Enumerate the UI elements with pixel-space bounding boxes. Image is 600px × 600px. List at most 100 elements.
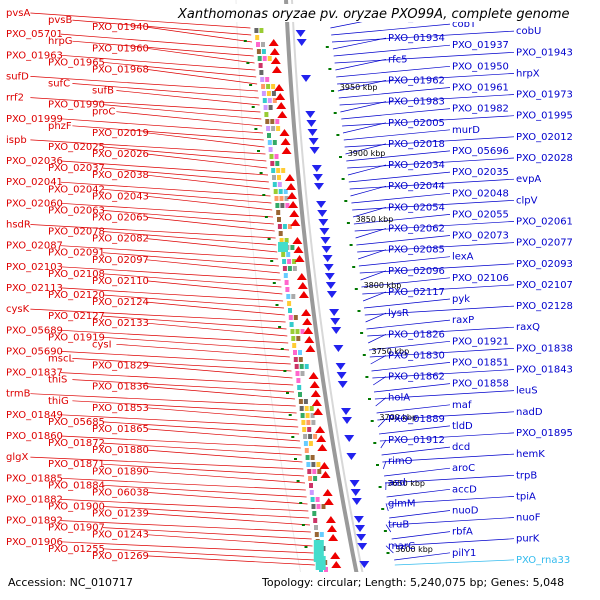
right-gene-label[interactable]: PXO_01983 [388, 97, 445, 108]
left-gene-label[interactable]: PXO_01853 [92, 403, 149, 414]
right-gene-label[interactable]: evpA [516, 174, 541, 185]
left-gene-label[interactable]: PXO_02124 [92, 297, 149, 308]
right-gene-label[interactable]: PXO_02034 [388, 160, 445, 171]
right-gene-label[interactable]: PXO_02093 [516, 259, 573, 270]
right-gene-label[interactable]: PXO_01838 [516, 343, 573, 354]
left-gene-label[interactable]: PXO_01890 [92, 466, 149, 477]
left-gene-label[interactable]: PXO_01919 [48, 332, 105, 343]
right-gene-label[interactable]: raxP [452, 315, 474, 326]
right-gene-label[interactable]: PXO_02062 [388, 224, 445, 235]
right-gene-label[interactable]: PXO_02054 [388, 202, 445, 213]
right-gene-label[interactable]: dcd [452, 442, 470, 453]
left-gene-label[interactable]: PXO_01255 [48, 544, 105, 555]
left-gene-label[interactable]: PXO_01907 [48, 523, 105, 534]
left-gene-label[interactable]: sufB [92, 86, 114, 97]
right-gene-label[interactable]: PXO_01851 [452, 357, 509, 368]
right-gene-label[interactable]: PXO_02073 [452, 231, 509, 242]
left-gene-label[interactable]: PXO_01884 [48, 480, 105, 491]
right-gene-label[interactable]: hrpX [516, 68, 540, 79]
left-gene-label[interactable]: PXO_02127 [48, 311, 105, 322]
left-gene-label[interactable]: PXO_01999 [6, 114, 63, 125]
left-gene-label[interactable]: PXO_02026 [92, 149, 149, 160]
left-gene-label[interactable]: thiS [48, 375, 67, 386]
right-gene-label[interactable]: PXO_01943 [516, 47, 573, 58]
right-gene-label[interactable]: rimO [388, 456, 413, 467]
right-gene-label[interactable]: cobU [516, 26, 541, 37]
left-gene-label[interactable]: PXO_01906 [6, 537, 63, 548]
right-gene-label[interactable]: PXO_02055 [452, 209, 509, 220]
left-gene-label[interactable]: PXO_01860 [6, 431, 63, 442]
right-gene-label[interactable]: accD [452, 484, 477, 495]
right-gene-label[interactable]: PXO_01862 [388, 372, 445, 383]
right-gene-label[interactable]: raxQ [516, 322, 540, 333]
right-gene-label[interactable]: PXO_01973 [516, 90, 573, 101]
left-gene-label[interactable]: mscL [48, 353, 74, 364]
left-gene-label[interactable]: PXO_01882 [6, 494, 63, 505]
right-gene-label[interactable]: nuoD [452, 506, 479, 517]
right-gene-label[interactable]: cobT [452, 19, 477, 30]
left-gene-label[interactable]: PXO_01965 [48, 57, 105, 68]
right-gene-label[interactable]: tldD [452, 421, 473, 432]
left-gene-label[interactable]: PXO_02042 [48, 184, 105, 195]
left-gene-label[interactable]: PXO_01968 [92, 64, 149, 75]
left-gene-label[interactable]: PXO_01872 [48, 438, 105, 449]
left-gene-label[interactable]: ispb [6, 135, 27, 146]
right-gene-label[interactable]: nadD [516, 407, 543, 418]
left-gene-label[interactable]: thiG [48, 396, 69, 407]
left-gene-label[interactable]: PXO_02097 [92, 255, 149, 266]
right-gene-label[interactable]: clpV [516, 195, 538, 206]
left-gene-label[interactable]: PXO_02060 [6, 198, 63, 209]
right-gene-label[interactable]: PXO_02061 [516, 216, 573, 227]
left-gene-label[interactable]: hrpG [48, 36, 73, 47]
right-gene-label[interactable]: rbfA [452, 527, 473, 538]
left-gene-label[interactable]: PXO_01880 [92, 445, 149, 456]
right-gene-label[interactable]: PXO_01826 [388, 329, 445, 340]
left-gene-label[interactable]: PXO_01990 [48, 100, 105, 111]
right-gene-label[interactable]: lysR [388, 308, 409, 319]
right-gene-label[interactable]: PXO_01843 [516, 365, 573, 376]
right-gene-label[interactable]: purK [516, 534, 540, 545]
left-gene-label[interactable]: PXO_02082 [92, 234, 149, 245]
left-gene-label[interactable]: PXO_02037 [48, 163, 105, 174]
left-gene-label[interactable]: PXO_01960 [92, 43, 149, 54]
right-gene-label[interactable]: PXO_02077 [516, 238, 573, 249]
left-gene-label[interactable]: cysI [92, 339, 112, 350]
right-gene-label[interactable]: asd [388, 477, 406, 488]
left-gene-label[interactable]: PXO_01900 [48, 502, 105, 513]
right-gene-label[interactable]: PXO_01961 [452, 83, 509, 94]
right-gene-label[interactable]: PXO_01995 [516, 111, 573, 122]
left-gene-label[interactable]: PXO_01871 [48, 459, 105, 470]
right-gene-label[interactable]: PXO_01982 [452, 104, 509, 115]
right-gene-label[interactable]: pilY1 [452, 548, 476, 559]
left-gene-label[interactable]: PXO_02019 [92, 128, 149, 139]
left-gene-label[interactable]: PXO_02043 [92, 191, 149, 202]
right-gene-label[interactable]: PXO_01937 [452, 40, 509, 51]
left-gene-label[interactable]: sufC [48, 79, 70, 90]
right-gene-label[interactable]: trpB [516, 470, 537, 481]
left-gene-label[interactable]: PXO_01940 [92, 22, 149, 33]
right-gene-label[interactable]: PXO_01889 [388, 414, 445, 425]
right-gene-label[interactable]: PXO_rna33 [516, 555, 570, 566]
left-gene-label[interactable]: PXO_02025 [48, 142, 105, 153]
left-gene-label[interactable]: PXO_05690 [6, 346, 63, 357]
right-gene-label[interactable]: PXO_02106 [452, 273, 509, 284]
right-gene-label[interactable]: PXO_02044 [388, 181, 445, 192]
left-gene-label[interactable]: glgX [6, 452, 28, 463]
right-gene-label[interactable]: PXO_01921 [452, 336, 509, 347]
left-gene-label[interactable]: PXO_01239 [92, 509, 149, 520]
left-gene-label[interactable]: PXO_01243 [92, 530, 149, 541]
left-gene-label[interactable]: proC [92, 107, 115, 118]
left-gene-label[interactable]: PXO_02108 [48, 269, 105, 280]
left-gene-label[interactable]: PXO_05689 [6, 325, 63, 336]
left-gene-label[interactable]: PXO_01849 [6, 410, 63, 421]
right-gene-label[interactable]: murD [452, 125, 480, 136]
right-gene-label[interactable]: rfc5 [388, 54, 408, 65]
left-gene-label[interactable]: PXO_02036 [6, 156, 63, 167]
left-gene-label[interactable]: PXO_02120 [48, 290, 105, 301]
right-gene-label[interactable]: PXO_02018 [388, 139, 445, 150]
left-gene-label[interactable]: PXO_01963 [6, 50, 63, 61]
right-gene-label[interactable]: maf [452, 400, 472, 411]
right-gene-label[interactable]: pyk [452, 294, 470, 305]
left-gene-label[interactable]: PXO_02065 [92, 212, 149, 223]
right-gene-label[interactable]: PXO_02117 [388, 287, 445, 298]
